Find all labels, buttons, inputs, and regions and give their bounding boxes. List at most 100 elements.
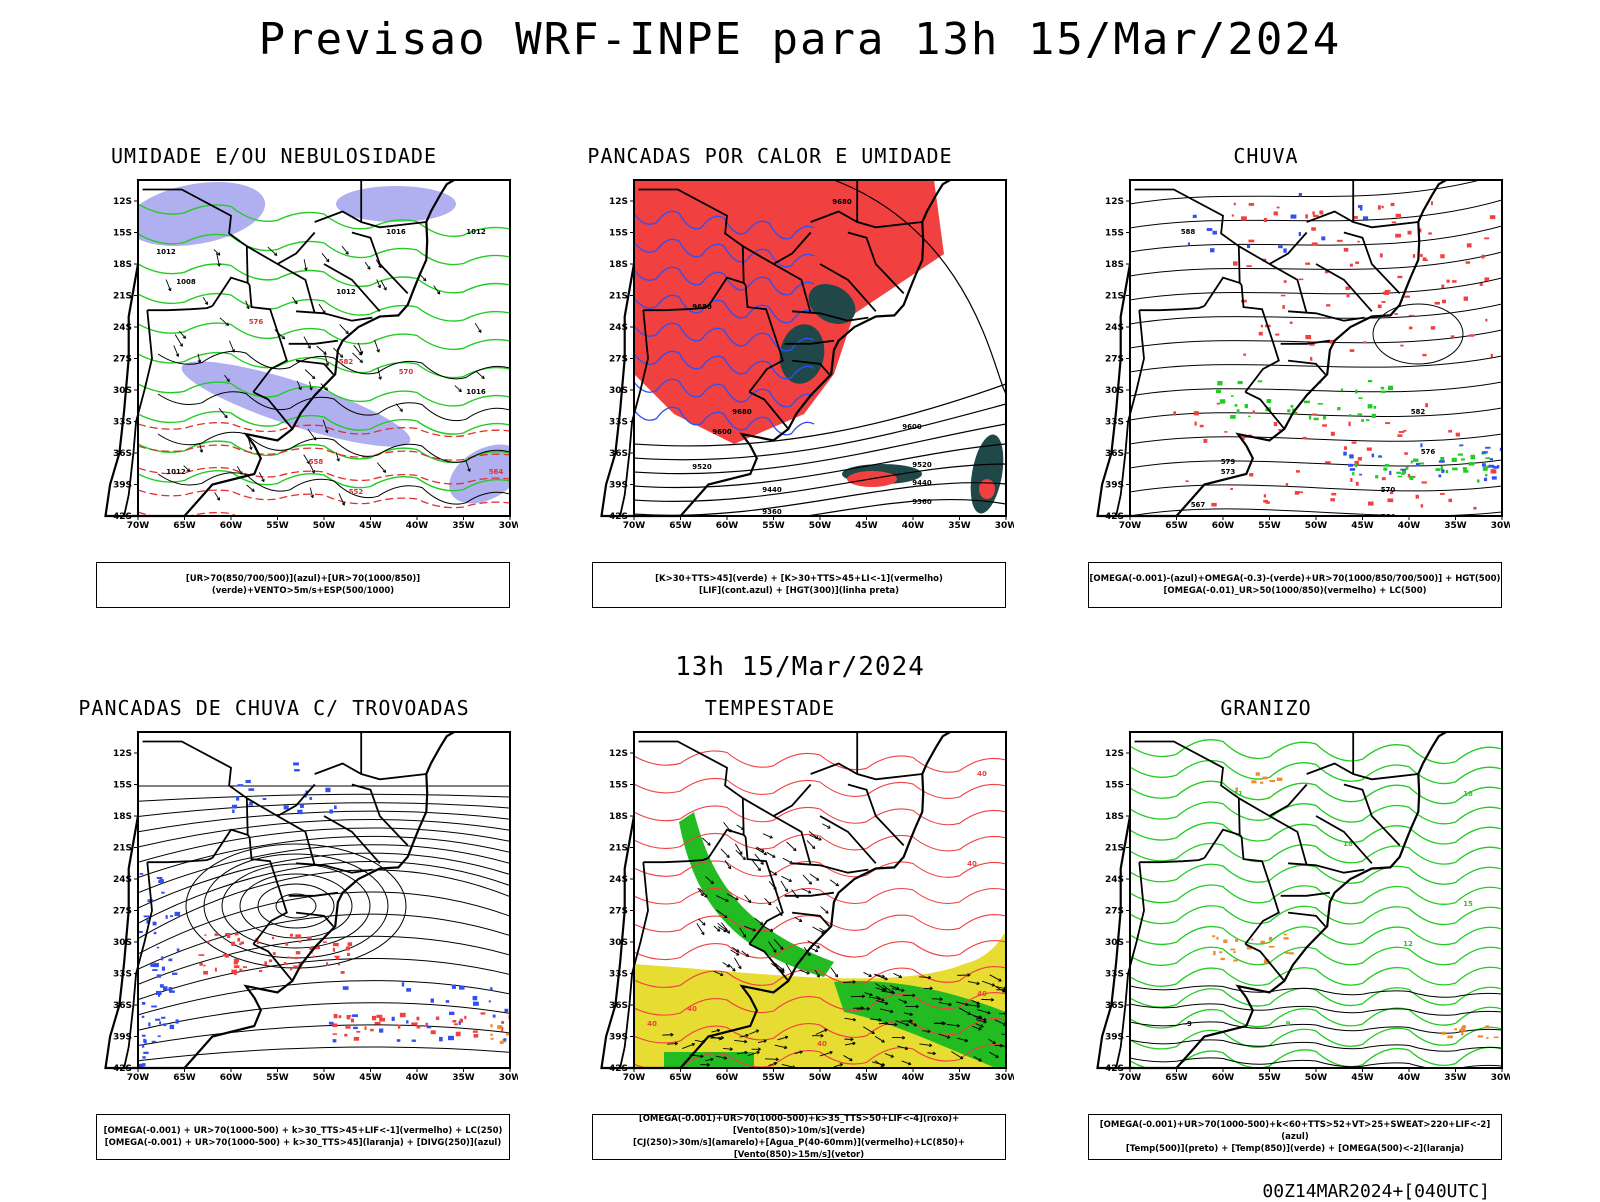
rain-red-area xyxy=(1274,422,1277,426)
omega-orange-area xyxy=(1251,939,1254,941)
rain-red-area xyxy=(1485,319,1487,322)
omega-orange-area xyxy=(1269,946,1275,948)
lon-label: 55W xyxy=(1258,521,1281,531)
lat-label: 27S xyxy=(113,907,132,917)
storm-red-area xyxy=(333,943,339,946)
rain-red-area xyxy=(1466,261,1471,264)
rain-green-area xyxy=(1230,415,1236,419)
rain-blue-area xyxy=(1360,206,1363,210)
rain-blue-area xyxy=(1343,452,1346,456)
rain-blue-area xyxy=(1207,228,1213,231)
lon-label: 50W xyxy=(1305,1073,1328,1083)
storm-red-area xyxy=(293,965,298,967)
lat-label: 36S xyxy=(113,449,132,459)
rain-red-area xyxy=(1404,296,1410,298)
storm-red-area xyxy=(259,970,262,972)
rain-red-area xyxy=(1491,469,1497,473)
lat-label: 27S xyxy=(1105,907,1124,917)
divergence-blue-area xyxy=(142,1035,146,1037)
lon-label: 40W xyxy=(406,521,429,531)
divergence-blue-area xyxy=(459,986,465,990)
storm-red-area xyxy=(356,1031,360,1033)
storm-red-area xyxy=(239,969,242,972)
rain-green-area xyxy=(1372,414,1376,418)
legend-line: [OMEGA(-0.01)_UR>50(1000/850)(vermelho) … xyxy=(1163,585,1426,597)
divergence-blue-area xyxy=(294,769,300,771)
storm-red-area xyxy=(231,970,237,973)
contour-label: 1012 xyxy=(466,228,486,236)
divergence-blue-area xyxy=(490,987,492,990)
rain-blue-area xyxy=(1493,466,1498,469)
lat-label: 15S xyxy=(1105,781,1124,791)
rain-red-area xyxy=(1312,211,1314,214)
lat-label: 12S xyxy=(1105,749,1124,759)
storm-red-area xyxy=(338,963,340,965)
rain-red-area xyxy=(1448,499,1452,502)
lon-label: 45W xyxy=(855,1073,878,1083)
storm-red-area xyxy=(480,1012,485,1014)
lon-label: 70W xyxy=(127,1073,150,1083)
divergence-blue-area xyxy=(142,1016,145,1018)
rain-green-area xyxy=(1357,413,1362,416)
storm-orange-area xyxy=(490,1038,493,1040)
rain-green-area xyxy=(1217,381,1222,385)
legend-trovoadas: [OMEGA(-0.001) + UR>70(1000-500) + k>30_… xyxy=(96,1114,510,1160)
rain-green-area xyxy=(1463,467,1467,470)
rain-red-area xyxy=(1440,254,1444,258)
lon-label: 30W xyxy=(1491,1073,1510,1083)
divergence-blue-area xyxy=(246,780,251,783)
omega-orange-area xyxy=(1461,1027,1465,1030)
storm-red-area xyxy=(204,934,206,936)
rain-red-area xyxy=(1448,430,1452,433)
rain-red-area xyxy=(1350,264,1353,267)
omega-orange-area xyxy=(1478,1035,1483,1037)
lat-label: 24S xyxy=(1105,875,1124,885)
divergence-blue-area xyxy=(448,1036,454,1040)
rain-green-area xyxy=(1341,388,1343,391)
omega-orange-area xyxy=(1216,937,1218,940)
storm-red-area xyxy=(354,1037,359,1041)
rain-red-area xyxy=(1357,241,1359,243)
lon-label: 70W xyxy=(1119,521,1142,531)
lat-label: 33S xyxy=(1105,970,1124,980)
divergence-blue-area xyxy=(493,1015,496,1018)
divergence-blue-area xyxy=(168,959,172,962)
storm-red-area xyxy=(372,1016,376,1020)
rain-green-area xyxy=(1435,468,1440,471)
contour-label: 9680 xyxy=(832,198,852,206)
divergence-blue-area xyxy=(166,915,168,919)
rain-green-area xyxy=(1323,416,1326,420)
lon-label: 70W xyxy=(1119,1073,1142,1083)
storm-orange-area xyxy=(490,1034,493,1036)
lon-label: 30W xyxy=(1491,521,1510,531)
storm-red-area xyxy=(417,1025,421,1028)
divergence-blue-area xyxy=(170,915,173,917)
storm-red-area xyxy=(203,971,208,975)
rain-blue-area xyxy=(1482,451,1488,453)
lon-label: 65W xyxy=(669,1073,692,1083)
divergence-blue-area xyxy=(452,985,456,989)
rain-red-area xyxy=(1381,206,1383,208)
panel-title: PANCADAS DE CHUVA C/ TROVOADAS xyxy=(54,696,494,720)
rain-red-area xyxy=(1249,473,1253,476)
rain-blue-area xyxy=(1485,447,1490,449)
storm-red-area xyxy=(376,1015,382,1018)
rain-blue-area xyxy=(1350,468,1355,471)
lon-label: 65W xyxy=(1165,521,1188,531)
omega-orange-area xyxy=(1270,780,1276,782)
rain-red-area xyxy=(1230,488,1233,490)
legend-chuva: [OMEGA(-0.001)-(azul)+OMEGA(-0.3)-(verde… xyxy=(1088,562,1502,608)
divergence-blue-area xyxy=(162,967,165,971)
rain-green-area xyxy=(1318,403,1323,405)
storm-red-area xyxy=(364,1026,366,1029)
contour-label: 570 xyxy=(1381,486,1396,494)
divergence-blue-area xyxy=(237,784,243,786)
rain-green-area xyxy=(1483,467,1488,471)
divergence-blue-area xyxy=(142,1002,146,1005)
rain-red-area xyxy=(1264,218,1267,222)
lat-label: 24S xyxy=(609,323,628,333)
divergence-blue-area xyxy=(504,1009,508,1012)
divergence-blue-area xyxy=(406,1020,408,1023)
